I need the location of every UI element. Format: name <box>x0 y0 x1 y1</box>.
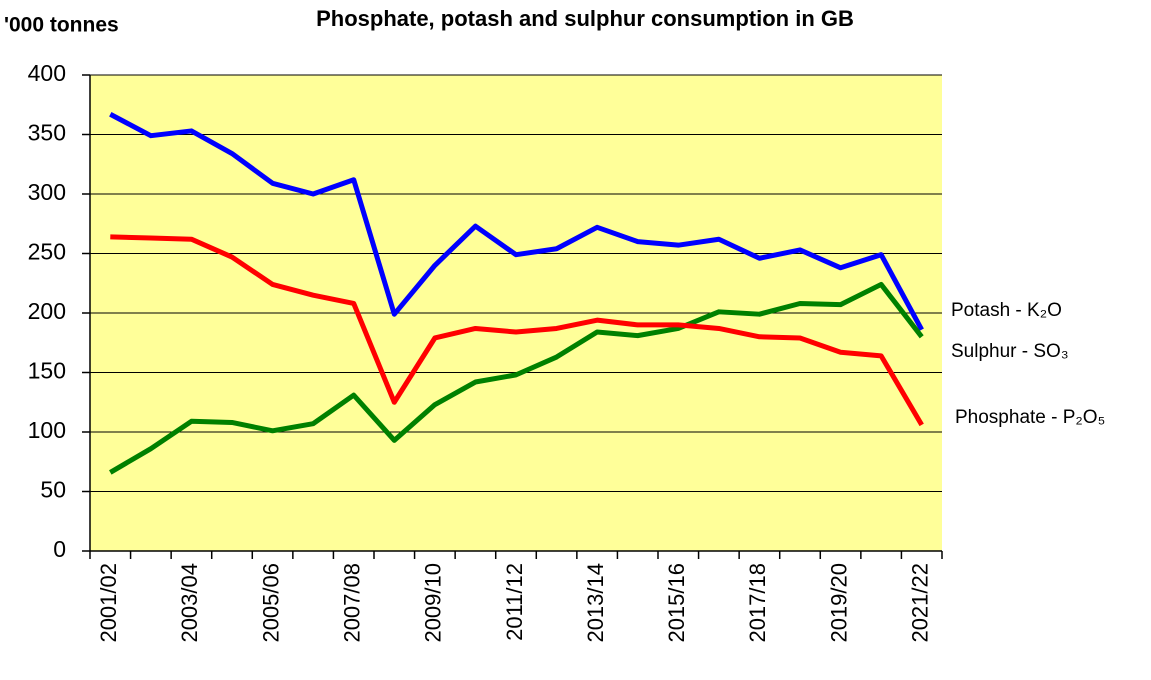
y-tick-label: 0 <box>53 536 66 562</box>
x-tick-label: 2021/22 <box>908 563 933 643</box>
y-tick-label: 100 <box>28 417 66 443</box>
x-tick-label: 2009/10 <box>421 563 446 643</box>
x-tick-label: 2005/06 <box>258 563 283 643</box>
x-tick-label: 2015/16 <box>664 563 689 643</box>
y-tick-label: 300 <box>28 179 66 205</box>
y-tick-label: 50 <box>40 477 66 503</box>
y-tick-label: 400 <box>28 60 66 86</box>
legend-label: Phosphate - P₂O₅ <box>955 407 1105 428</box>
x-tick-label: 2003/04 <box>177 563 202 643</box>
y-tick-label: 200 <box>28 298 66 324</box>
x-tick-label: 2001/02 <box>96 563 121 643</box>
x-tick-label: 2011/12 <box>502 563 527 641</box>
legend-label: Potash - K₂O <box>951 300 1062 321</box>
legend-label: Sulphur - SO₃ <box>951 341 1069 362</box>
y-tick-label: 150 <box>28 358 66 384</box>
x-tick-label: 2013/14 <box>583 563 608 643</box>
y-tick-label: 350 <box>28 120 66 146</box>
y-axis-label: '000 tonnes <box>4 14 119 37</box>
x-tick-label: 2017/18 <box>745 563 770 643</box>
x-tick-label: 2019/20 <box>826 563 851 643</box>
line-series <box>109 281 924 475</box>
x-tick-label: 2007/08 <box>340 563 365 643</box>
line-series <box>110 234 924 427</box>
chart-title: Phosphate, potash and sulphur consumptio… <box>316 6 854 31</box>
line-series <box>109 112 924 331</box>
y-tick-label: 250 <box>28 239 66 265</box>
